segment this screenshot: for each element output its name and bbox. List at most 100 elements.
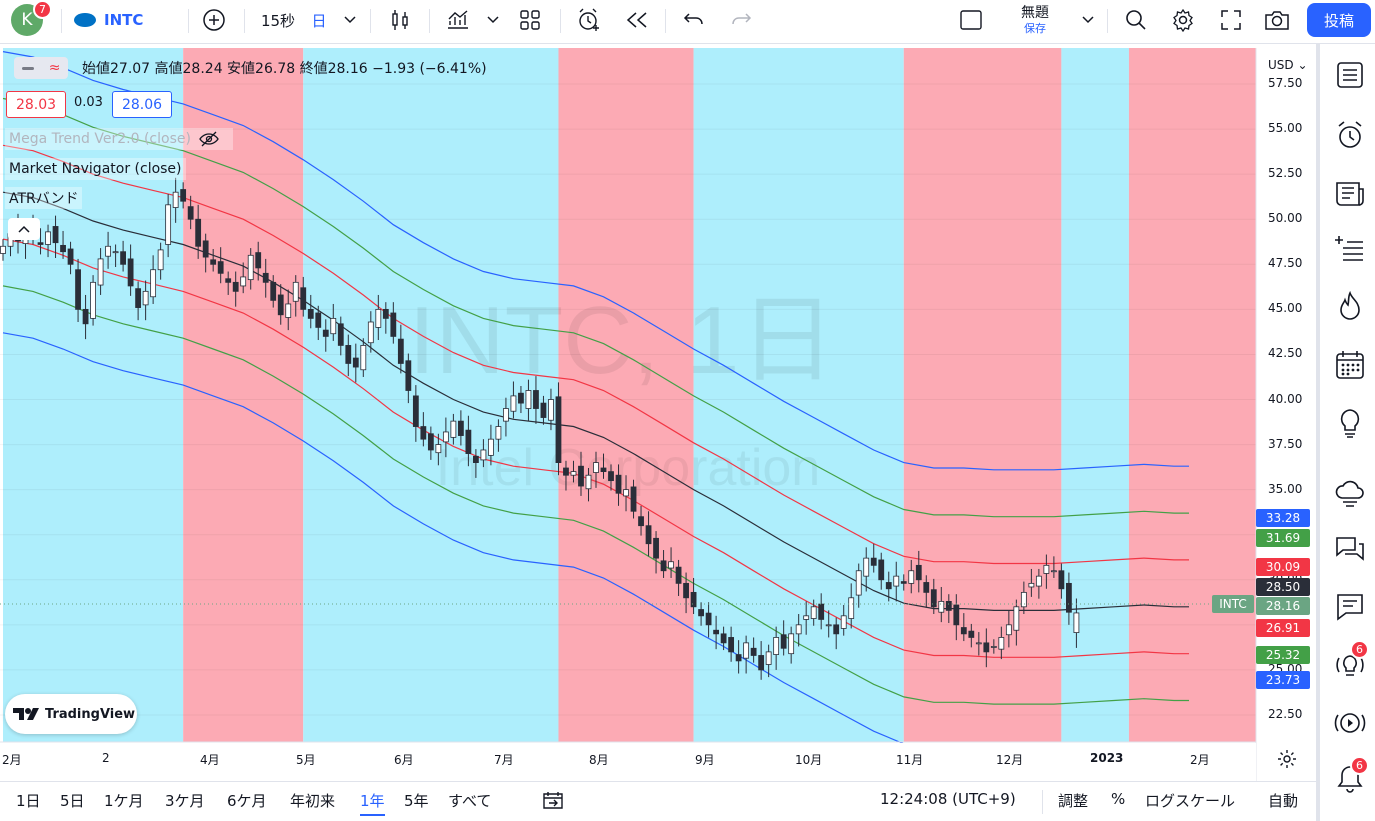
indicators-button[interactable] <box>441 0 475 40</box>
watchlist-icon[interactable] <box>1333 58 1367 92</box>
search-button[interactable] <box>1119 0 1153 40</box>
candle-body <box>728 637 735 653</box>
candle-body <box>330 317 337 335</box>
range-button[interactable]: 3ケ月 <box>165 792 205 810</box>
price-tag: 30.09 <box>1256 558 1310 576</box>
divider <box>1042 790 1043 814</box>
indicator-atr-band[interactable]: ATRバンド <box>5 187 83 209</box>
range-button[interactable]: 1日 <box>16 792 41 810</box>
chats-icon[interactable] <box>1333 532 1367 566</box>
candle-body <box>863 557 870 577</box>
price-tick-label: 22.50 <box>1268 706 1303 721</box>
interval-day-button[interactable]: 日 <box>306 0 332 40</box>
candle-body <box>1035 575 1042 587</box>
date-range-button[interactable] <box>542 790 564 814</box>
gear-icon <box>1278 750 1296 768</box>
sell-price-box[interactable]: 28.03 <box>6 91 66 118</box>
price-tick-label: 47.50 <box>1268 256 1303 271</box>
candle-body <box>345 345 352 364</box>
candle-body <box>360 345 367 371</box>
range-button[interactable]: 年初来 <box>290 792 336 810</box>
interval-dropdown[interactable] <box>339 0 361 40</box>
candle-body <box>1050 570 1057 573</box>
layout-save-button[interactable]: 無題 保存 <box>1004 0 1066 40</box>
news-icon[interactable] <box>1333 177 1367 211</box>
undo-button[interactable] <box>677 0 711 40</box>
price-tag: 26.91 <box>1256 619 1310 637</box>
chart-canvas[interactable]: INTC, 1日 Intel Corporation <box>0 48 1316 781</box>
chart-pane[interactable]: INTC, 1日 Intel Corporation ≈ 始値27.07 高値2… <box>0 48 1316 781</box>
candle-body <box>510 395 517 412</box>
price-tick-label: 57.50 <box>1268 76 1303 91</box>
collapse-legend-button[interactable] <box>8 218 40 240</box>
candle-body <box>713 629 720 635</box>
range-button[interactable]: 6ケ月 <box>227 792 267 810</box>
chart-type-button[interactable] <box>383 0 417 40</box>
snapshot-button[interactable] <box>1260 0 1294 40</box>
comment-icon[interactable] <box>1333 590 1367 624</box>
layout-dropdown[interactable] <box>1077 0 1099 40</box>
range-button[interactable]: 5年 <box>404 792 429 810</box>
settings-button[interactable] <box>1166 0 1200 40</box>
candle-body <box>615 474 622 494</box>
symbol-price-tag: INTC <box>1212 595 1254 613</box>
candle-body <box>593 462 599 473</box>
alarm-clock-icon[interactable] <box>1333 118 1367 152</box>
percent-button[interactable]: % <box>1111 790 1126 808</box>
candle-body <box>180 189 187 202</box>
interval-button[interactable]: 15秒 <box>258 0 298 40</box>
chevron-down-icon <box>487 16 499 24</box>
hotlist-flame-icon[interactable] <box>1333 290 1367 324</box>
indicators-dropdown[interactable] <box>482 0 504 40</box>
publish-button[interactable]: 投稿 <box>1307 3 1371 37</box>
eye-off-icon[interactable] <box>199 131 219 147</box>
range-button[interactable]: 1ケ月 <box>104 792 144 810</box>
indicator-mega-trend[interactable]: Mega Trend Ver2.0 (close) <box>5 128 233 150</box>
range-button[interactable]: 5日 <box>60 792 85 810</box>
candle-body <box>1028 582 1035 588</box>
gear-icon <box>1173 8 1193 32</box>
price-tick-label: 42.50 <box>1268 346 1303 361</box>
axis-settings-button[interactable] <box>1276 748 1298 770</box>
price-tag: 28.50 <box>1256 578 1310 596</box>
add-list-icon[interactable] <box>1333 232 1367 266</box>
candle-body <box>202 240 209 258</box>
legend-toggle[interactable]: ≈ <box>14 57 68 79</box>
bid-label: 28.03 <box>15 96 57 113</box>
fullscreen-box-button[interactable] <box>955 0 987 40</box>
red-trend-zone <box>183 48 304 742</box>
ideas-bulb-icon[interactable] <box>1333 406 1367 440</box>
watermark-title: INTC, 1日 <box>409 287 836 394</box>
candle-body <box>795 624 802 635</box>
candle-body <box>668 561 674 569</box>
candle-body <box>255 252 262 269</box>
signal-bulb-icon[interactable] <box>1333 648 1367 682</box>
tradingview-logo[interactable]: TradingView <box>5 694 137 734</box>
redo-button[interactable] <box>724 0 758 40</box>
alert-button[interactable] <box>572 0 606 40</box>
ohlc-legend: ≈ 始値27.07 高値28.24 安値26.78 終値28.16 −1.93 … <box>14 57 487 79</box>
range-button[interactable]: すべて <box>448 792 492 810</box>
buy-price-box[interactable]: 28.06 <box>112 91 172 118</box>
currency-selector[interactable]: USD ⌄ <box>1268 58 1308 72</box>
play-signal-icon[interactable] <box>1333 706 1367 740</box>
clock-time[interactable]: 12:24:08 (UTC+9) <box>880 790 1016 808</box>
streams-cloud-icon[interactable] <box>1333 476 1367 510</box>
band-upper2 <box>2 51 1189 471</box>
auto-scale-button[interactable]: 自動 <box>1268 792 1299 810</box>
log-scale-button[interactable]: ログスケール <box>1145 792 1236 810</box>
candle-body <box>930 589 937 608</box>
range-button[interactable]: 1年 <box>360 790 385 816</box>
indicator-market-navigator[interactable]: Market Navigator (close) <box>5 158 186 180</box>
add-symbol-button[interactable] <box>197 0 231 40</box>
adjust-button[interactable]: 調整 <box>1058 792 1089 810</box>
candle-body <box>277 294 284 316</box>
time-tick-label: 10月 <box>795 753 823 767</box>
symbol-search-button[interactable]: INTC <box>74 0 154 40</box>
fullscreen-button[interactable] <box>1214 0 1248 40</box>
layout-button[interactable] <box>513 0 547 40</box>
replay-button[interactable] <box>620 0 654 40</box>
candle-body <box>420 426 427 440</box>
calendar-icon[interactable] <box>1333 348 1367 382</box>
alarm-plus-icon <box>579 8 599 31</box>
